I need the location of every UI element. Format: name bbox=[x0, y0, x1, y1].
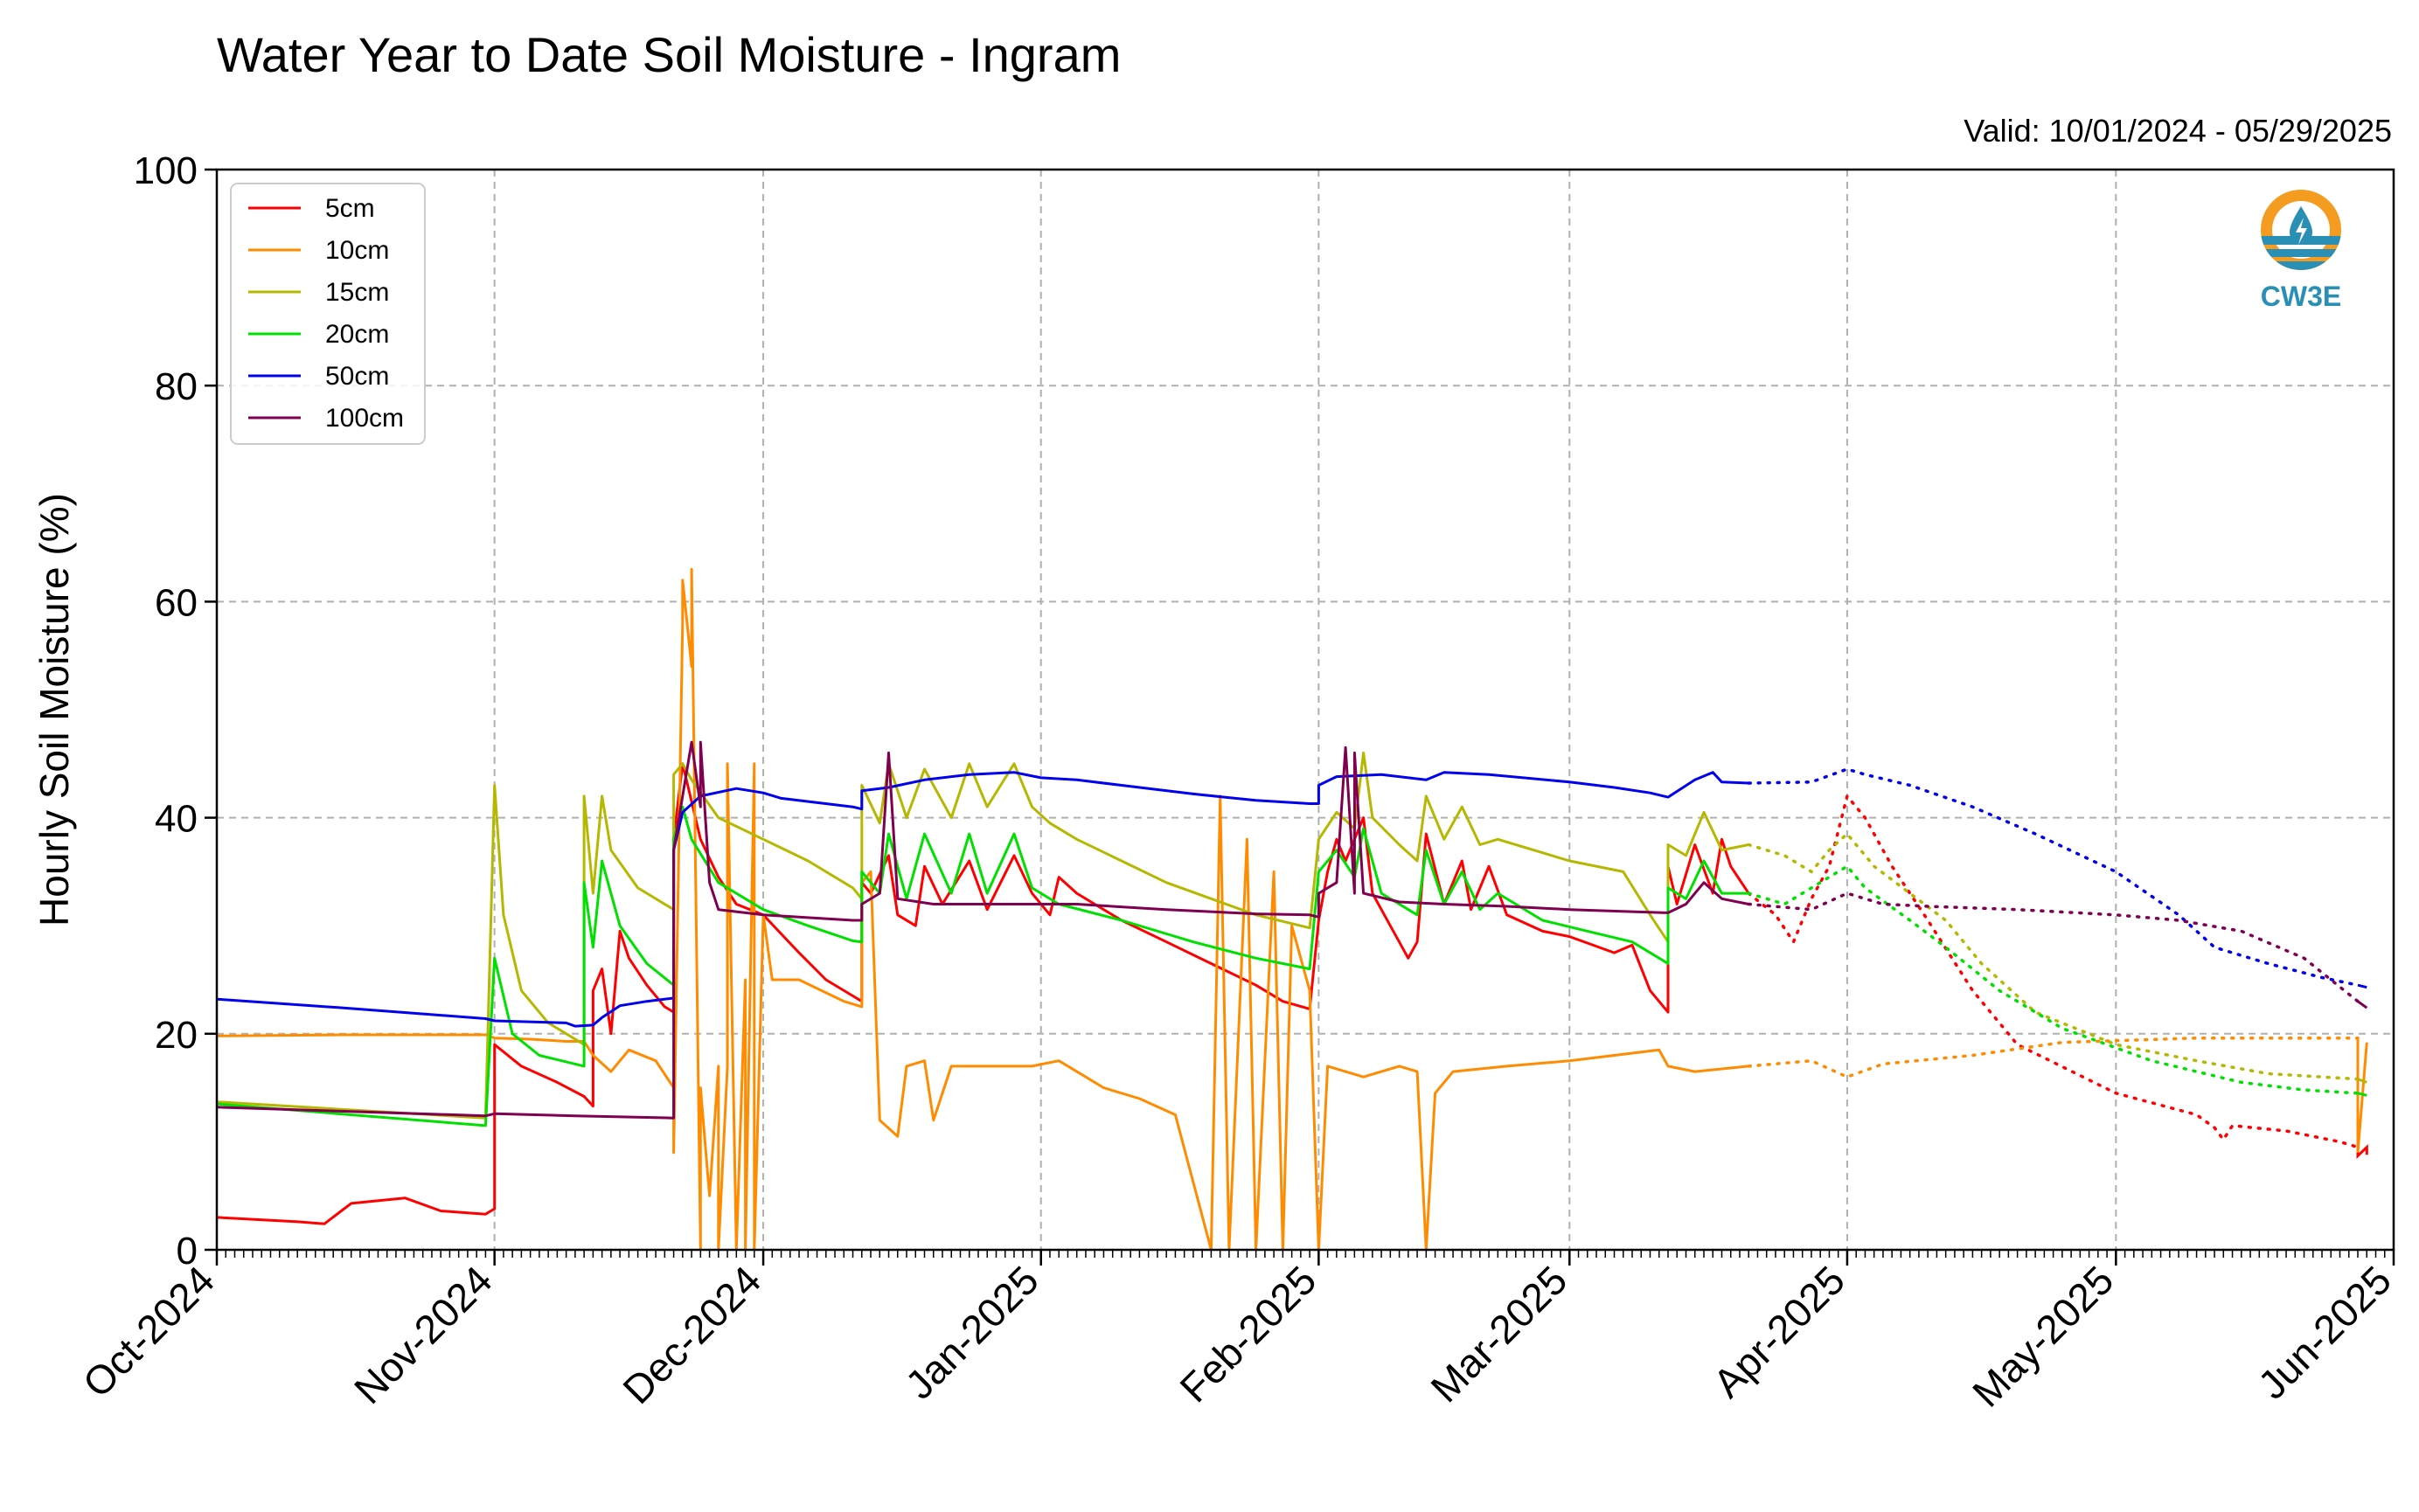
series-15cm-end bbox=[2357, 1078, 2367, 1084]
legend-label-50cm: 50cm bbox=[325, 362, 389, 391]
y-tick-label: 20 bbox=[155, 1014, 198, 1057]
y-axis-label: Hourly Soil Moisture (%) bbox=[31, 493, 77, 926]
legend-label-20cm: 20cm bbox=[325, 320, 389, 349]
chart-title: Water Year to Date Soil Moisture - Ingra… bbox=[217, 27, 1121, 82]
series-100cm-dotted bbox=[1747, 891, 2360, 1003]
chart-subtitle: Valid: 10/01/2024 - 05/29/2025 bbox=[1964, 113, 2392, 149]
series-15cm-line bbox=[216, 751, 1749, 1120]
series-20cm-end bbox=[2357, 1092, 2367, 1097]
plot-frame bbox=[215, 168, 2395, 1252]
logo-wave-2 bbox=[2261, 249, 2341, 257]
y-tick-label: 0 bbox=[177, 1230, 198, 1273]
logo-wave-3 bbox=[2261, 261, 2341, 270]
y-tick-label: 80 bbox=[155, 365, 198, 408]
cw3e-logo: CW3E bbox=[2261, 190, 2341, 312]
legend-label-10cm: 10cm bbox=[325, 236, 389, 265]
series-50cm-end bbox=[2357, 983, 2367, 989]
series-10cm-end bbox=[2356, 1037, 2368, 1153]
legend: 5cm 10cm 15cm 20cm 50cm 100cm bbox=[230, 183, 426, 445]
y-tick-label: 60 bbox=[155, 581, 198, 624]
series-5cm-dotted bbox=[1747, 793, 2360, 1149]
series-50cm-dotted bbox=[1747, 767, 2360, 987]
legend-label-15cm: 15cm bbox=[325, 278, 389, 307]
series-layer bbox=[216, 567, 2368, 1252]
series-50cm-line bbox=[216, 771, 1749, 1028]
series-100cm-end bbox=[2357, 1000, 2368, 1009]
series-100cm-line bbox=[216, 740, 1749, 1120]
series-10cm-line bbox=[216, 567, 1749, 1252]
series-20cm-dotted bbox=[1747, 864, 2360, 1095]
series-5cm-line bbox=[216, 762, 1750, 1225]
series-10cm-dotted bbox=[1747, 1036, 2360, 1079]
series-20cm-line bbox=[216, 805, 1749, 1127]
logo-bolt bbox=[2296, 218, 2307, 245]
y-tick-label: 40 bbox=[155, 798, 198, 841]
y-tick-label: 100 bbox=[134, 149, 198, 192]
logo-text: CW3E bbox=[2261, 281, 2341, 312]
grid bbox=[217, 170, 2394, 1250]
legend-label-100cm: 100cm bbox=[325, 404, 404, 433]
legend-label-5cm: 5cm bbox=[325, 194, 375, 223]
